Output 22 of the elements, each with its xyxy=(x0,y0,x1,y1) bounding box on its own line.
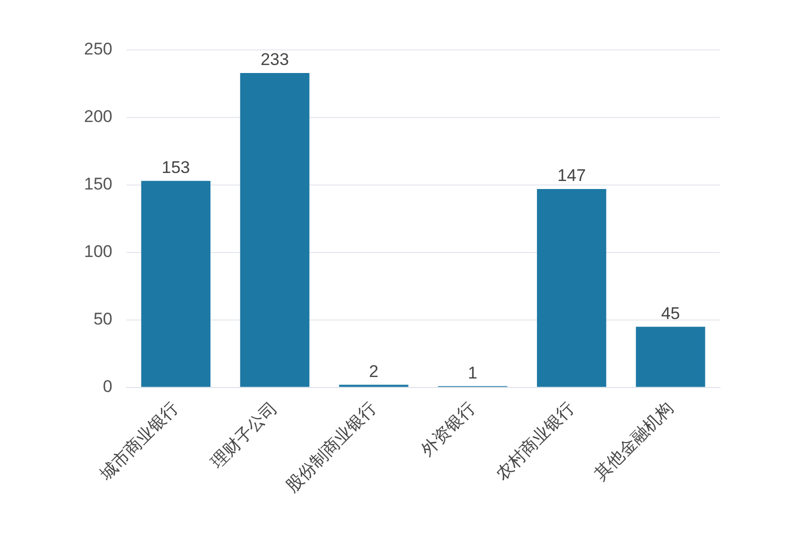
data-label: 2 xyxy=(368,362,378,381)
x-tick-label: 股份制商业银行 xyxy=(282,398,380,496)
bar xyxy=(141,180,210,387)
y-tick-label: 0 xyxy=(102,377,112,396)
data-label: 45 xyxy=(661,304,680,323)
bar xyxy=(536,189,606,387)
y-tick-label: 150 xyxy=(84,174,112,194)
bar xyxy=(240,72,310,387)
bar xyxy=(636,326,706,387)
data-label: 1 xyxy=(468,363,478,382)
data-label: 147 xyxy=(557,166,586,186)
x-tick-label: 农村商业银行 xyxy=(492,398,578,484)
y-tick-label: 250 xyxy=(84,40,112,59)
y-tick-label: 200 xyxy=(84,107,112,126)
y-tick-label: 100 xyxy=(84,242,112,262)
data-label: 233 xyxy=(260,50,289,70)
y-tick-label: 50 xyxy=(93,310,112,329)
x-tick-label: 外资银行 xyxy=(417,398,479,460)
x-tick-label: 城市商业银行 xyxy=(96,398,182,485)
x-tick-label: 理财子公司 xyxy=(207,398,281,472)
x-tick-label: 其他金融机构 xyxy=(591,398,677,484)
data-label: 153 xyxy=(162,158,190,178)
